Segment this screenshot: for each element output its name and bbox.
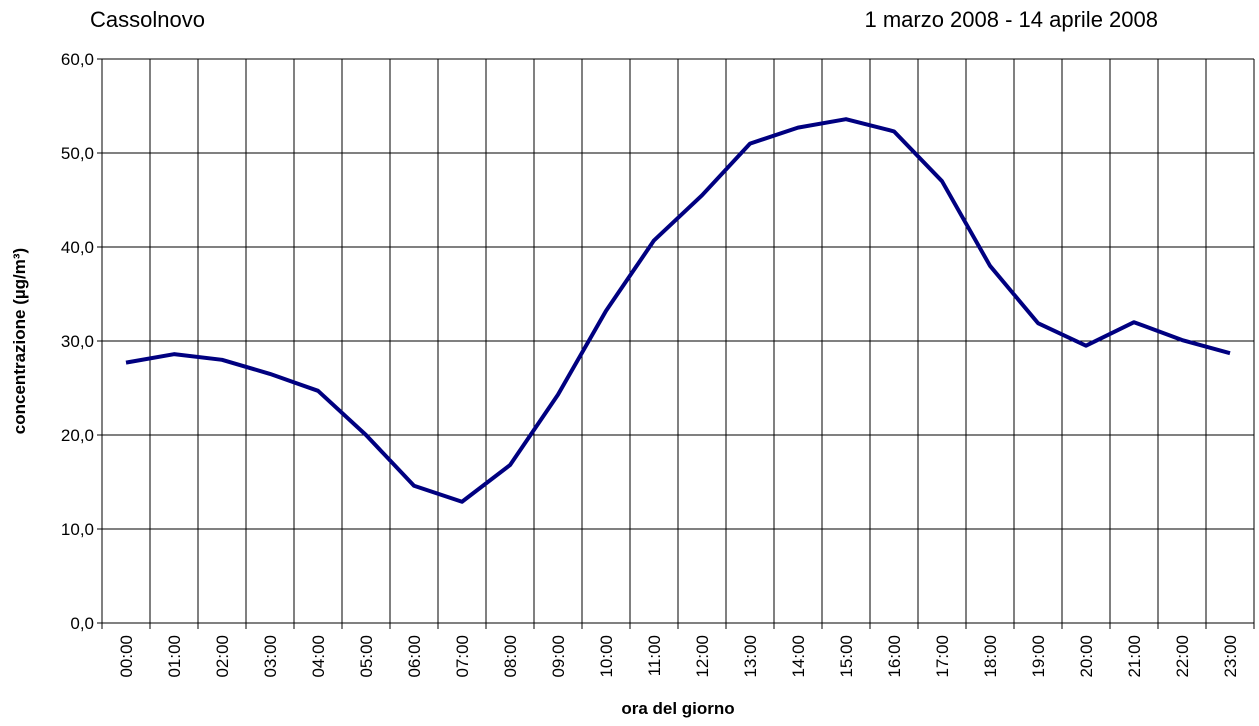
x-tick-label: 05:00 — [357, 635, 376, 678]
y-tick-label: 0,0 — [70, 614, 94, 633]
x-tick-label: 22:00 — [1173, 635, 1192, 678]
x-tick-label: 04:00 — [309, 635, 328, 678]
x-tick-label: 10:00 — [597, 635, 616, 678]
y-tick-label: 20,0 — [61, 426, 94, 445]
x-tick-label: 06:00 — [405, 635, 424, 678]
x-tick-label: 15:00 — [837, 635, 856, 678]
subtitle-right: 1 marzo 2008 - 14 aprile 2008 — [864, 7, 1158, 32]
x-tick-label: 23:00 — [1221, 635, 1240, 678]
x-tick-label: 12:00 — [693, 635, 712, 678]
y-tick-label: 50,0 — [61, 144, 94, 163]
x-tick-label: 03:00 — [261, 635, 280, 678]
x-tick-label: 19:00 — [1029, 635, 1048, 678]
data-line — [125, 117, 1231, 504]
x-tick-label: 01:00 — [165, 635, 184, 678]
y-tick-label: 60,0 — [61, 50, 94, 69]
x-tick-label: 20:00 — [1077, 635, 1096, 678]
x-tick-label: 18:00 — [981, 635, 1000, 678]
x-tick-label: 21:00 — [1125, 635, 1144, 678]
y-tick-label: 40,0 — [61, 238, 94, 257]
subtitle-left: Cassolnovo — [90, 7, 205, 32]
x-tick-label: 08:00 — [501, 635, 520, 678]
x-tick-label: 14:00 — [789, 635, 808, 678]
x-tick-label: 02:00 — [213, 635, 232, 678]
x-tick-label: 07:00 — [453, 635, 472, 678]
x-axis-label: ora del giorno — [621, 699, 734, 718]
y-axis-label: concentrazione (µg/m³) — [10, 248, 29, 434]
x-tick-label: 00:00 — [117, 635, 136, 678]
y-tick-label: 30,0 — [61, 332, 94, 351]
x-tick-label: 16:00 — [885, 635, 904, 678]
x-tick-label: 13:00 — [741, 635, 760, 678]
x-tick-label: 09:00 — [549, 635, 568, 678]
x-tick-label: 17:00 — [933, 635, 952, 678]
y-tick-label: 10,0 — [61, 520, 94, 539]
x-tick-label: 11:00 — [645, 635, 664, 676]
